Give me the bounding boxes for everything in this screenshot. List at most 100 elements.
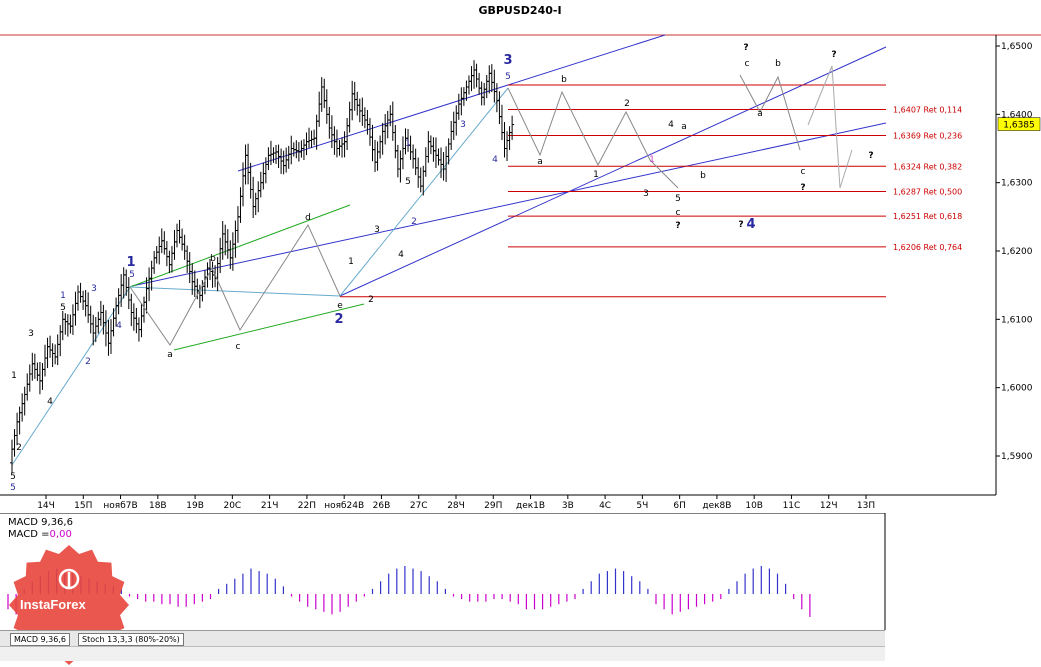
current-price-label: 1,6385 (1003, 121, 1035, 131)
wave-label: b (210, 254, 216, 264)
wave-label: c (236, 342, 241, 352)
x-tick-label: нояб7В (103, 501, 137, 511)
forecast-line (807, 65, 853, 189)
wave-label: 3 (28, 329, 34, 339)
wave-zigzag-line (129, 223, 341, 346)
channel-line (339, 87, 509, 297)
wave-label: 4 (116, 321, 122, 331)
tab-stoch[interactable]: Stoch 13,3,3 (80%-20%) (78, 633, 184, 646)
tab-macd[interactable]: MACD 9,36,6 (10, 633, 70, 646)
y-tick-label: 1,6400 (1001, 110, 1033, 120)
wave-label: 5 (10, 483, 16, 493)
wave-label: 5 (10, 472, 16, 482)
wave-label: 5 (60, 303, 66, 313)
wave-label: 1 (348, 257, 354, 267)
wave-label: 4 (668, 120, 674, 130)
wave-label: a (167, 350, 173, 360)
fib-level-label: 1,6407 Ret 0,114 (893, 106, 962, 115)
wave-label: 2 (624, 99, 630, 109)
x-tick-label: 11С (783, 501, 801, 511)
x-tick-label: дек1В (516, 501, 545, 511)
wave-label: 5 (675, 194, 681, 204)
wave-label: c (676, 208, 681, 218)
channel-line (173, 303, 365, 351)
question-mark: ? (800, 183, 805, 193)
channel-line (237, 34, 666, 172)
channel-line (339, 46, 887, 297)
x-tick-label: 21Ч (261, 501, 279, 511)
fib-level-label: 1,6251 Ret 0,618 (893, 212, 962, 221)
y-axis-ticks: 1,6500 1,6400 1,6300 1,6200 1,6100 1,6000 1,59… (996, 42, 1033, 462)
macd-background (0, 513, 885, 630)
x-tick-label: 4С (599, 501, 611, 511)
x-axis-ticks: 14Ч 15П нояб7В 18В 19В 20С 21Ч 22П нояб24В 26В 27С… (37, 495, 875, 511)
wave-label-major: 1 (126, 255, 135, 270)
wave-zigzag-line (739, 74, 801, 151)
wave-label-major: 2 (334, 312, 343, 327)
wave-label: 3 (374, 225, 380, 235)
x-tick-label: 10В (745, 501, 763, 511)
wave-label: 3 (643, 189, 649, 199)
wave-label: 2 (411, 217, 417, 227)
chart-title: GBPUSD240-I (478, 4, 561, 17)
x-tick-label: 19В (186, 501, 204, 511)
wave-label: 5 (505, 72, 511, 82)
wave-zigzag (129, 74, 801, 346)
fib-level-label: 1,6287 Ret 0,500 (893, 188, 962, 197)
question-mark: ? (675, 221, 680, 231)
fib-level-label: 1,6324 Ret 0,382 (893, 162, 962, 171)
x-tick-label: 28Ч (447, 501, 465, 511)
wave-label: b (700, 171, 706, 181)
y-tick-label: 1,5900 (1001, 452, 1033, 462)
channel-line (129, 286, 341, 297)
x-tick-label: 29П (484, 501, 502, 511)
channel-line (11, 286, 131, 466)
horizontal-scrollbar[interactable] (0, 646, 885, 661)
wave-label: e (337, 301, 343, 311)
y-tick-label: 1,6000 (1001, 384, 1033, 394)
wave-label: 1 (405, 139, 411, 149)
wave-label: d (305, 213, 311, 223)
wave-label: a (681, 122, 687, 132)
question-mark: ? (831, 50, 836, 60)
wave-label: 4 (47, 397, 53, 407)
x-tick-label: дек8В (702, 501, 731, 511)
question-mark: ? (868, 151, 873, 161)
channel-line (131, 122, 887, 287)
forecast-path (807, 65, 853, 189)
wave-label: 2 (368, 295, 374, 305)
y-tick-label: 1,6100 (1001, 315, 1033, 325)
indicator-tabs: MACD 9,36,6 Stoch 13,3,3 (80%-20%) (0, 630, 885, 646)
wave-label: 4 (492, 155, 498, 165)
price-chart: GBPUSD240-I 1,6407 Ret 0,114 1,6369 Ret 0… (0, 0, 1041, 513)
question-mark: ? (743, 43, 748, 53)
wave-label: 2 (85, 357, 91, 367)
x-tick-label: 12Ч (820, 501, 838, 511)
x-tick-label: 22П (298, 501, 316, 511)
chart-background (0, 0, 1041, 513)
x-tick-label: 15П (74, 501, 92, 511)
x-tick-label: 3В (562, 501, 574, 511)
wave-zigzag-line (507, 87, 679, 189)
wave-label: a (537, 157, 543, 167)
wave-label: 2 (16, 443, 22, 453)
fib-level-label: 1,6369 Ret 0,236 (893, 132, 962, 141)
wave-label: 1 (11, 371, 17, 381)
x-tick-label: 13П (857, 501, 875, 511)
candlesticks (10, 60, 515, 473)
wave-label: 5 (405, 177, 411, 187)
y-tick-label: 1,6200 (1001, 247, 1033, 257)
wave-label: 3 (91, 284, 97, 294)
wave-label: a (757, 109, 763, 119)
x-tick-label: 18В (149, 501, 167, 511)
wave-label: c (801, 167, 806, 177)
wave-label: 1 (649, 155, 655, 165)
macd-label-value: MACD =0,00 (8, 529, 72, 540)
wave-label-major: 3 (503, 53, 512, 68)
logo-text: InstaForex (20, 597, 86, 612)
x-tick-label: 14Ч (37, 501, 55, 511)
wave-label: 4 (398, 250, 404, 260)
fib-level-label: 1,6206 Ret 0,764 (893, 243, 962, 252)
y-tick-label: 1,6300 (1001, 179, 1033, 189)
